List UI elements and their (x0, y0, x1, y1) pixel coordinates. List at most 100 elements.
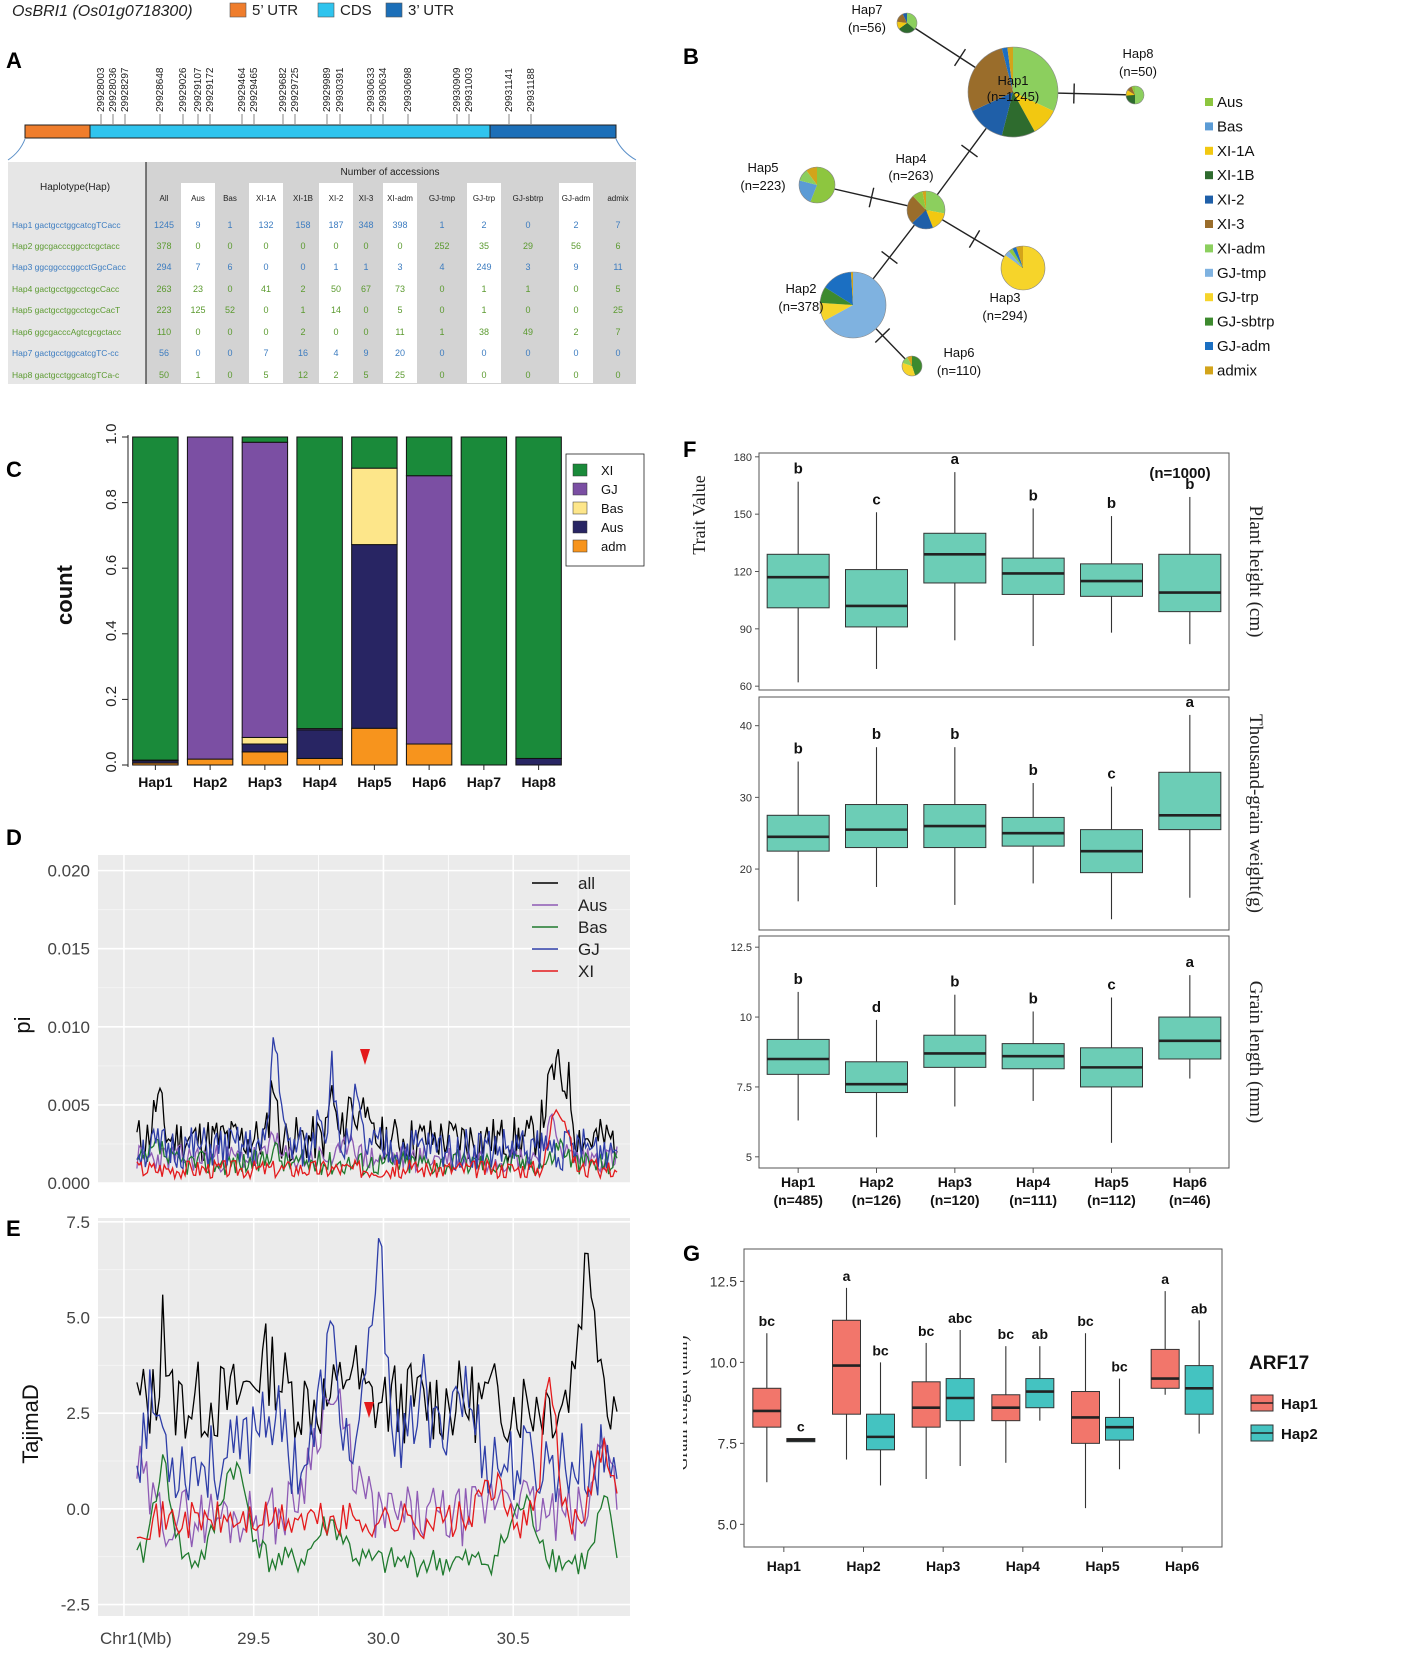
pie-slice (902, 357, 912, 366)
table-cell: 1 (227, 220, 232, 230)
legend-label: XI-2 (1217, 192, 1245, 209)
pie-slice (1126, 90, 1135, 96)
mutation-tick (881, 250, 898, 265)
bar-segment-aus (241, 743, 289, 753)
box-iqr (766, 814, 830, 852)
legend-label: CDS (340, 2, 372, 19)
pie-slice (806, 167, 817, 185)
table-cell: 0 (263, 262, 268, 272)
y-tick-label: 120 (734, 567, 752, 579)
table-cell: 0 (263, 241, 268, 251)
significance-letter: a (951, 451, 960, 468)
table-column-stripe (319, 183, 353, 383)
y-tick-label: 5.0 (66, 1309, 90, 1328)
y-tick-label: 0.2 (103, 686, 120, 707)
panel-e: E -2.5 0.0 2.5 5.0 7.5 TajimaD Chr1(Mb) 29.5 30.… (6, 1213, 630, 1648)
table-cell: 29 (523, 241, 533, 251)
hap-node-count: (n=378) (778, 299, 823, 314)
significance-letter: c (797, 1418, 805, 1434)
pie-slice (898, 23, 915, 34)
table-cell: 110 (157, 327, 171, 337)
legend-label: GJ-adm (1217, 338, 1270, 355)
cds-segment (89, 124, 491, 139)
y-tick-label: 180 (734, 452, 752, 464)
x-tick-label: Hap6 (412, 774, 446, 790)
table-cell: 2 (573, 220, 578, 230)
snp-position-label: 29930633 (366, 67, 377, 112)
table-cell: 0 (615, 348, 620, 358)
mutation-tick (961, 144, 978, 158)
table-cell: 41 (261, 284, 271, 294)
bar-segment-aus (296, 729, 343, 759)
table-cell: 252 (434, 241, 449, 251)
y-tick-label: 7.5 (737, 1082, 752, 1094)
table-cell: 9 (195, 220, 200, 230)
legend-swatch (317, 2, 335, 18)
table-column-header: GJ-adm (562, 194, 591, 203)
table-cell: 1 (481, 305, 486, 315)
table-cell: 294 (156, 262, 171, 272)
table-column-header: XI-2 (329, 194, 344, 203)
bar-segment-adm (186, 758, 234, 766)
table-cell: 0 (573, 284, 578, 294)
pie-slice (1013, 47, 1058, 112)
legend-label: XI-adm (1217, 240, 1265, 257)
mutation-tick (874, 328, 891, 343)
significance-letter: b (1185, 476, 1194, 493)
table-cell: 23 (193, 284, 203, 294)
y-tick-label: 0.0 (103, 752, 120, 773)
table-cell: 2 (333, 370, 338, 380)
table-cell: 25 (613, 305, 623, 315)
gene-structure-legend: 5’ UTR CDS 3’ UTR (229, 2, 454, 19)
table-cell: 1 (481, 284, 486, 294)
panel-label-a: A (6, 48, 22, 73)
table-cell: 50 (331, 284, 341, 294)
significance-letter: bc (872, 1342, 889, 1358)
gene-structure-bar (7, 124, 637, 161)
table-column-stripe (181, 183, 215, 383)
pie-slice (897, 13, 907, 23)
x-tick-label: Hap2 (846, 1558, 880, 1574)
box-iqr (766, 553, 830, 609)
hap-node-count: (n=223) (740, 178, 785, 193)
x-tick-label: Hap4 (1006, 1558, 1040, 1574)
legend-swatch (1205, 220, 1213, 228)
table-cell: 223 (156, 305, 171, 315)
x-tick-label: Hap1 (781, 1174, 815, 1190)
pie-slice (1016, 246, 1023, 268)
bar-segment-adm (405, 743, 453, 766)
panel-label-e: E (6, 1216, 21, 1241)
table-cell: 0 (263, 327, 268, 337)
x-tick-label: Hap5 (1085, 1558, 1119, 1574)
table-column-header: XI-1A (256, 194, 277, 203)
table-cell: 56 (571, 241, 581, 251)
table-column-header: Bas (223, 194, 237, 203)
table-cell: 0 (525, 348, 530, 358)
legend-label: Aus (578, 896, 607, 915)
table-cell: 0 (227, 327, 232, 337)
table-cell: 5 (263, 370, 268, 380)
bar-segment-xi (132, 436, 179, 761)
significance-letter: bc (1077, 1313, 1094, 1329)
table-cell: 263 (156, 284, 171, 294)
table-cell: 0 (363, 241, 368, 251)
y-axis-title: pi (10, 1016, 35, 1033)
table-cell: 11 (613, 262, 622, 272)
y-axis-title: Grain length (mm) (683, 1336, 692, 1471)
legend-label: Bas (578, 918, 607, 937)
x-axis-title: Chr1(Mb) (100, 1629, 172, 1648)
table-hap-sequence: Hap8 gactgcctggcatcgTCa-c (12, 370, 120, 380)
tajima-d-chart: -2.5 0.0 2.5 5.0 7.5 TajimaD Chr1(Mb) 29.5 30.0 3… (18, 1213, 630, 1648)
legend-swatch (1205, 342, 1213, 350)
snp-position-label: 29931188 (526, 68, 537, 112)
pie-outline (798, 166, 836, 204)
y-tick-label: 0.020 (47, 862, 90, 881)
x-tick-label: Hap5 (357, 774, 391, 790)
box-iqr (845, 804, 908, 849)
zoom-line-right (615, 138, 637, 161)
legend-swatch (229, 2, 247, 18)
marker-arrow (360, 1049, 370, 1065)
table-cell: 0 (195, 327, 200, 337)
table-hap-sequence: Hap6 ggcgacccAgtcgcgctacc (12, 327, 122, 337)
table-cell: 0 (439, 370, 444, 380)
